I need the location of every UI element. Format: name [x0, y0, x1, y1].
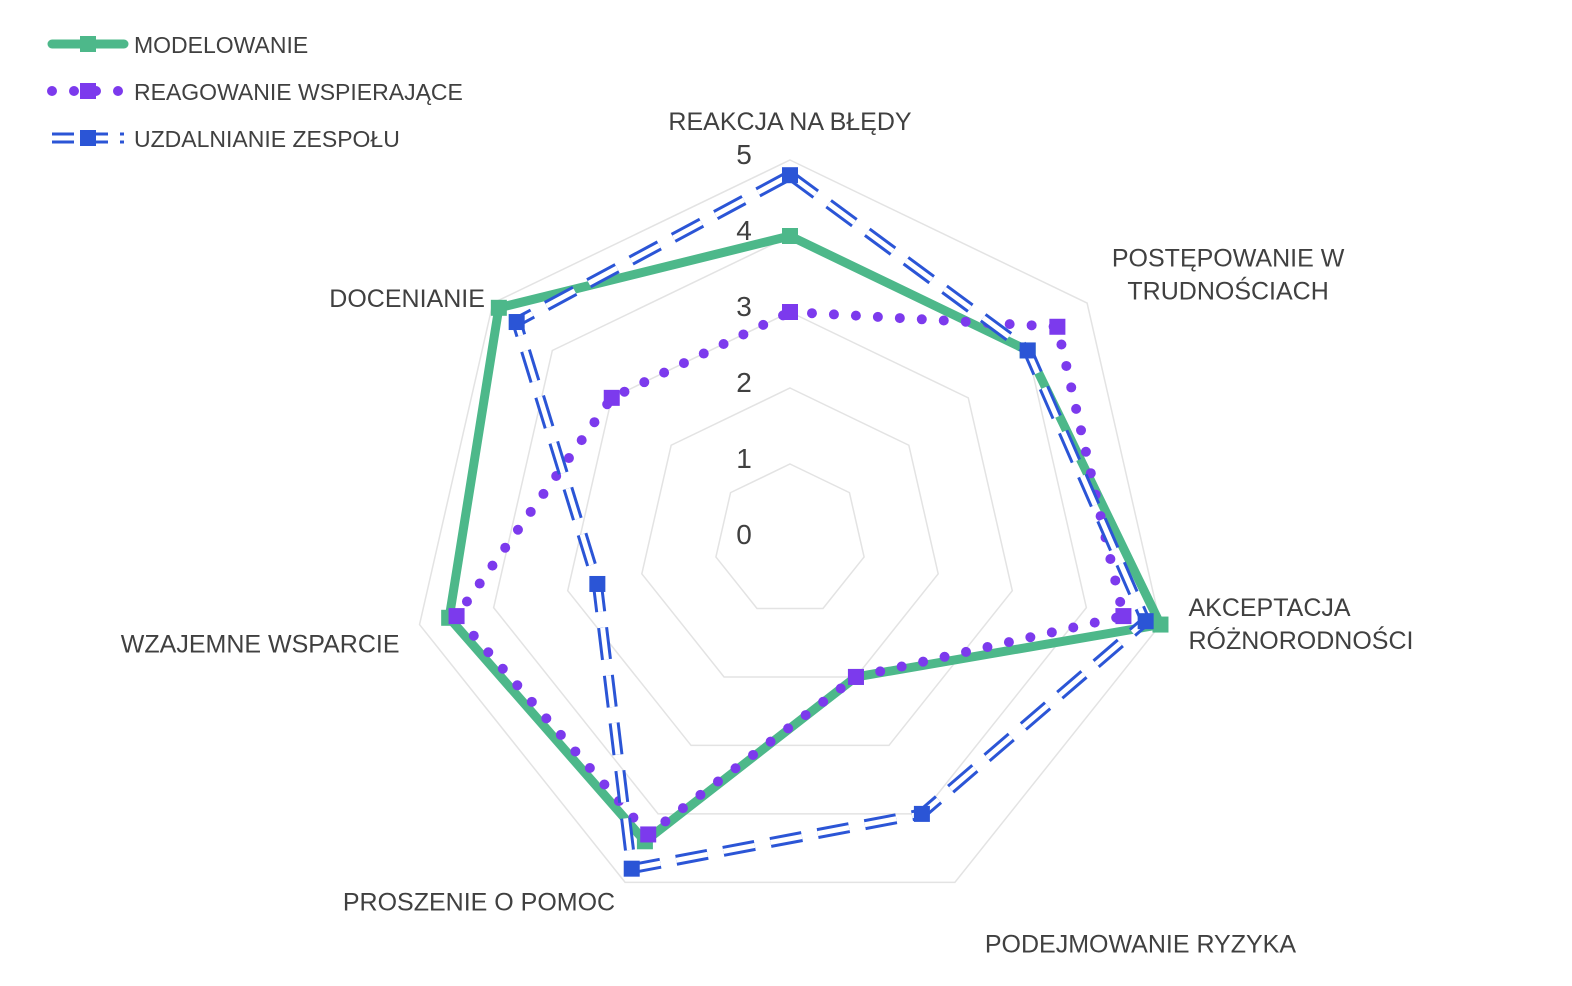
axis-label-3: AKCEPTACJA RÓŻNORODNOŚCI: [1188, 594, 1413, 655]
axis-label-6: WZAJEMNE WSPARCIE: [121, 631, 400, 659]
axis-label-5: PROSZENIE O POMOC: [343, 888, 615, 916]
data-point-2-6: [448, 608, 465, 625]
data-point-1-1: [782, 228, 798, 244]
series-2: [448, 304, 1132, 843]
tick-label-3: 3: [736, 291, 752, 322]
grid-ring-1: [715, 463, 865, 610]
data-point-1-3: [1152, 616, 1169, 633]
radar-grid: [418, 159, 1162, 884]
axis-label-1: REAKCJA NA BŁĘDY: [668, 108, 911, 136]
legend-swatch-marker: [80, 130, 96, 146]
radial-tick-labels: 0 1 2 3 4 5: [736, 139, 752, 550]
series-line-uzdalnianie-inner: [514, 172, 1149, 872]
legend-item-3: UZDALNIANIE ZESPOŁU: [52, 126, 400, 152]
data-point-1-7: [490, 299, 507, 316]
grid-ring-2: [640, 387, 940, 678]
data-point-3-6: [589, 575, 606, 592]
tick-label-5: 5: [736, 139, 752, 170]
series-3: [508, 167, 1154, 877]
legend-label-3: UZDALNIANIE ZESPOŁU: [134, 126, 400, 152]
axis-label-4: PODEJMOWANIE RYZYKA: [985, 930, 1296, 958]
tick-label-2: 2: [736, 367, 752, 398]
data-point-2-2: [1049, 318, 1066, 335]
data-point-2-4: [847, 668, 864, 685]
data-point-3-7: [508, 314, 525, 331]
series-line-reagowanie: [450, 306, 1130, 842]
legend-label-1: MODELOWANIE: [134, 32, 308, 58]
data-point-3-3: [1137, 613, 1154, 630]
axis-label-2: POSTĘPOWANIE W TRUDNOŚCIACH: [1112, 245, 1345, 306]
legend-item-2: REAGOWANIE WSPIERAJĄCE: [47, 79, 463, 105]
data-point-3-4: [913, 805, 930, 822]
data-point-2-5: [640, 826, 657, 843]
data-point-2-3: [1115, 608, 1132, 625]
series-layer: [441, 167, 1169, 877]
legend-item-1: MODELOWANIE: [47, 32, 308, 58]
tick-label-0: 0: [736, 519, 752, 550]
grid-ring-5: [418, 159, 1162, 884]
data-point-3-2: [1019, 342, 1036, 359]
data-point-2-7: [603, 389, 620, 406]
legend-label-2: REAGOWANIE WSPIERAJĄCE: [134, 79, 463, 105]
tick-label-4: 4: [736, 215, 752, 246]
data-point-3-5: [623, 860, 640, 877]
axis-label-7: DOCENIANIE: [329, 285, 485, 313]
legend: MODELOWANIE REAGOWANIE WSPIERAJĄCE UZDALNI…: [47, 32, 463, 152]
data-point-2-1: [782, 304, 798, 320]
tick-label-1: 1: [736, 443, 752, 474]
legend-swatch-marker: [80, 83, 96, 99]
legend-swatch-marker: [80, 36, 96, 52]
grid-ring-4: [492, 235, 1088, 815]
grid-ring-3: [566, 311, 1014, 747]
axis-labels: REAKCJA NA BŁĘDY POSTĘPOWANIE W TRUDNOŚCIA…: [121, 108, 1414, 958]
data-point-3-1: [782, 167, 798, 184]
